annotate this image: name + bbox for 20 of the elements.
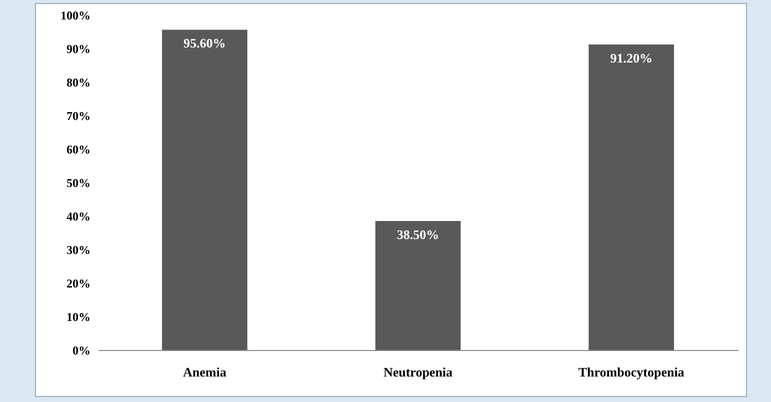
x-tick-label: Neutropenia: [383, 364, 454, 380]
y-tick-label: 20%: [66, 276, 90, 290]
data-label: 95.60%: [184, 36, 226, 51]
y-tick-label: 80%: [66, 76, 90, 90]
bar: [588, 44, 674, 350]
x-tick-label: Anemia: [182, 364, 227, 380]
y-tick-label: 40%: [66, 210, 90, 224]
data-label: 38.50%: [396, 227, 440, 242]
y-tick-label: 100%: [60, 8, 90, 22]
y-tick-label: 60%: [66, 142, 90, 156]
y-tick-label: 30%: [66, 243, 90, 257]
y-tick-label: 0%: [72, 344, 90, 358]
data-label: 91.20%: [610, 50, 652, 66]
y-tick-label: 90%: [66, 42, 90, 56]
y-tick-label: 70%: [66, 109, 90, 123]
y-tick-label: 50%: [66, 176, 90, 190]
y-tick-label: 10%: [66, 310, 90, 324]
bar: [375, 221, 461, 350]
bar: [162, 30, 248, 350]
x-tick-label: Thrombocytopenia: [578, 364, 685, 380]
